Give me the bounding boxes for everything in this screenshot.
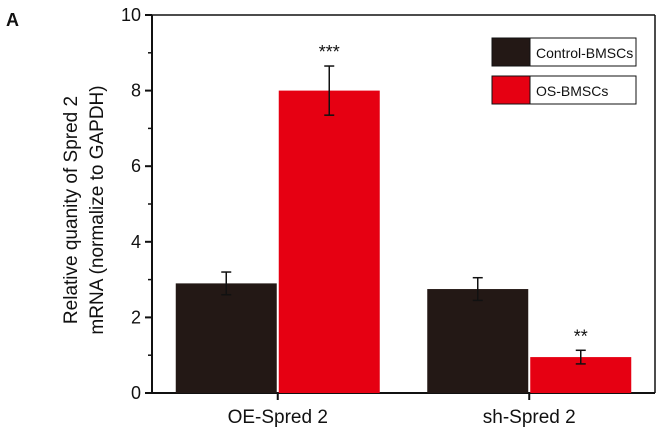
significance-label: *** — [319, 42, 340, 62]
x-tick-label: sh-Spred 2 — [483, 407, 576, 428]
significance-label: ** — [574, 326, 588, 346]
legend-label: OS-BMSCs — [536, 83, 608, 99]
y-tick-label: 10 — [121, 5, 141, 25]
y-axis-title: Relative quanity of Spred 2 mRNA (normal… — [61, 85, 108, 334]
y-tick-label: 2 — [131, 307, 141, 327]
legend-item: Control-BMSCs — [491, 37, 637, 67]
y-tick-label: 0 — [131, 383, 141, 403]
legend-label: Control-BMSCs — [536, 45, 633, 61]
y-axis-label-line2: mRNA (normalize to GAPDH) — [87, 85, 108, 334]
legend-box — [529, 75, 637, 105]
bar — [427, 289, 529, 393]
legend-swatch — [491, 75, 531, 105]
plot-area: 0 2 4 6 8 10 *** OE-Spred 2 ** sh-Spred 2 Control-… — [121, 5, 656, 428]
bar — [175, 283, 277, 393]
x-tick-label: OE-Spred 2 — [228, 407, 328, 428]
legend-item: OS-BMSCs — [491, 75, 637, 105]
y-tick-label: 8 — [131, 81, 141, 101]
y-axis-label-line1: Relative quanity of Spred 2 — [61, 96, 82, 324]
legend-swatch — [491, 37, 531, 67]
y-tick-label: 4 — [131, 232, 141, 252]
bar — [278, 90, 380, 393]
legend-box — [529, 37, 637, 67]
panel-label: A — [6, 10, 19, 30]
y-tick-label: 6 — [131, 156, 141, 176]
